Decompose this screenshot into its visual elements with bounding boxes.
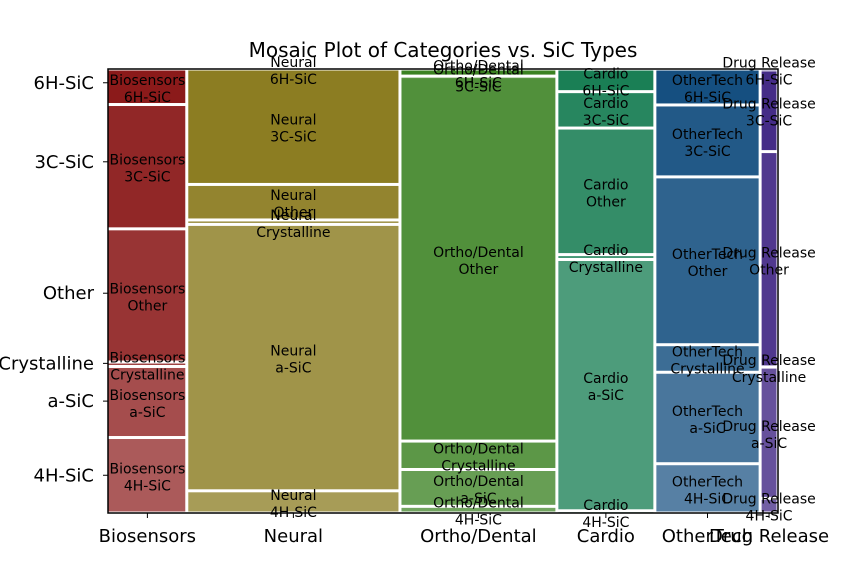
- tile-othertech-a-sic: [656, 373, 759, 463]
- tile-label-drug-release-other: Drug Release Other: [722, 245, 815, 278]
- y-tick-label-crystalline: Crystalline: [0, 353, 94, 374]
- tile-label-biosensors-crystalline: Biosensors Crystalline: [110, 350, 186, 383]
- tile-othertech-crystalline: [656, 346, 759, 371]
- tile-label-biosensors-other: Biosensors Other: [110, 281, 186, 314]
- tile-biosensors-6h-sic: [108, 70, 186, 104]
- chart-title: Mosaic Plot of Categories vs. SiC Types: [249, 38, 638, 62]
- x-axis: Biosensors Neural Ortho/Dental Cardio OtherT…: [99, 513, 829, 547]
- tile-label-cardio-a-sic: Cardio a-SiC: [583, 371, 628, 404]
- y-tick-label-3c-sic: 3C-SiC: [34, 152, 94, 173]
- tile-biosensors-3c-sic: [108, 106, 186, 228]
- tile-label-biosensors-a-sic: Biosensors a-SiC: [110, 388, 186, 421]
- tile-drug-release-3c-sic: [761, 71, 777, 151]
- tile-label-cardio-crystalline: Cardio Crystalline: [569, 243, 643, 276]
- y-tick-label-other: Other: [43, 283, 95, 304]
- tile-label-othertech-6h-sic: OtherTech 6H-SiC: [672, 73, 743, 106]
- tile-cardio-3c-sic: [558, 93, 654, 127]
- tile-label-othertech-4h-sic: OtherTech 4H-SiC: [672, 474, 743, 507]
- tile-label-cardio-3c-sic: Cardio 3C-SiC: [583, 96, 630, 129]
- tile-label-ortho-dental-a-sic: Ortho/Dental a-SiC: [433, 474, 524, 507]
- tile-biosensors-a-sic: [108, 367, 186, 437]
- mosaic-tile-labels: Biosensors 4H-SiC Biosensors a-SiC Biosensor…: [110, 55, 816, 531]
- tile-othertech-other: [656, 178, 759, 344]
- tile-drug-release-4h-sic: [761, 499, 777, 512]
- tile-label-biosensors-4h-sic: Biosensors 4H-SiC: [110, 461, 186, 494]
- tile-label-drug-release-3c-sic: Drug Release 3C-SiC: [722, 97, 815, 130]
- tile-neural-a-sic: [188, 225, 399, 490]
- x-tick-label-othertech: OtherTech: [662, 526, 753, 547]
- tile-ortho-dental-crystalline: [401, 442, 556, 468]
- tile-label-neural-a-sic: Neural a-SiC: [270, 344, 316, 377]
- tile-drug-release-a-sic: [761, 368, 777, 497]
- tile-label-ortho-dental-other: Ortho/Dental Other: [433, 245, 524, 278]
- tile-label-ortho-dental-6h-sic: Ortho/Dental 6H-SiC: [433, 59, 524, 92]
- tile-cardio-a-sic: [558, 260, 654, 510]
- tile-ortho-dental-4h-sic: [401, 507, 556, 512]
- tile-ortho-dental-6h-sic: [401, 70, 556, 75]
- y-tick-label-a-sic: a-SiC: [47, 391, 94, 412]
- tile-biosensors-crystalline: [108, 363, 186, 365]
- tile-cardio-other: [558, 129, 654, 254]
- tile-cardio-crystalline: [558, 256, 654, 258]
- tile-biosensors-other: [108, 230, 186, 361]
- y-tick-label-4h-sic: 4H-SiC: [34, 465, 94, 486]
- tile-label-neural-6h-sic: Neural 6H-SiC: [270, 55, 317, 88]
- tile-cardio-6h-sic: [558, 70, 654, 91]
- y-tick-label-6h-sic: 6H-SiC: [34, 73, 94, 94]
- tile-drug-release-other: [761, 153, 777, 366]
- x-tick-label-drug-release: Drug Release: [709, 526, 829, 547]
- tile-label-neural-3c-sic: Neural 3C-SiC: [270, 113, 317, 146]
- x-tick-label-neural: Neural: [264, 526, 323, 547]
- tile-label-biosensors-6h-sic: Biosensors 6H-SiC: [110, 73, 186, 106]
- tile-ortho-dental-other: [401, 78, 556, 440]
- tile-label-ortho-dental-4h-sic: Ortho/Dental 4H-SiC: [433, 496, 524, 529]
- tile-label-othertech-crystalline: OtherTech Crystalline: [670, 344, 744, 377]
- plot-frame: [107, 68, 779, 514]
- x-tick-label-ortho-dental: Ortho/Dental: [420, 526, 537, 547]
- tile-label-drug-release-6h-sic: Drug Release 6H-SiC: [722, 55, 815, 88]
- tile-label-cardio-4h-sic: Cardio 4H-SiC: [582, 498, 629, 531]
- x-tick-label-cardio: Cardio: [577, 526, 635, 547]
- tile-label-ortho-dental-crystalline: Ortho/Dental Crystalline: [433, 441, 524, 474]
- tile-label-biosensors-3c-sic: Biosensors 3C-SiC: [110, 153, 186, 186]
- x-tick-label-biosensors: Biosensors: [99, 526, 196, 547]
- tile-label-ortho-dental-3c-sic: Ortho/Dental 3C-SiC: [433, 62, 524, 95]
- tile-label-othertech-other: OtherTech Other: [672, 247, 743, 280]
- mosaic-tiles: [108, 70, 777, 513]
- tile-label-cardio-other: Cardio Other: [583, 177, 628, 210]
- tile-label-neural-other: Neural Other: [270, 188, 316, 221]
- tile-othertech-6h-sic: [656, 70, 759, 104]
- tile-othertech-3c-sic: [656, 106, 759, 176]
- tile-label-cardio-6h-sic: Cardio 6H-SiC: [582, 66, 629, 99]
- tile-neural-3c-sic: [188, 70, 399, 183]
- tile-label-othertech-3c-sic: OtherTech 3C-SiC: [672, 127, 743, 160]
- tile-label-othertech-a-sic: OtherTech a-SiC: [672, 404, 743, 437]
- tile-label-drug-release-crystalline: Drug Release Crystalline: [722, 353, 815, 386]
- tile-neural-4h-sic: [188, 492, 399, 512]
- tile-othertech-4h-sic: [656, 465, 759, 512]
- tile-neural-other: [188, 185, 399, 219]
- y-axis: 4H-SiC a-SiC Crystalline Other 3C-SiC 6H-SiC: [0, 73, 108, 486]
- tile-neural-crystalline: [188, 221, 399, 223]
- tile-biosensors-4h-sic: [108, 439, 186, 512]
- tile-label-neural-crystalline: Neural Crystalline: [256, 208, 330, 241]
- tile-ortho-dental-a-sic: [401, 470, 556, 505]
